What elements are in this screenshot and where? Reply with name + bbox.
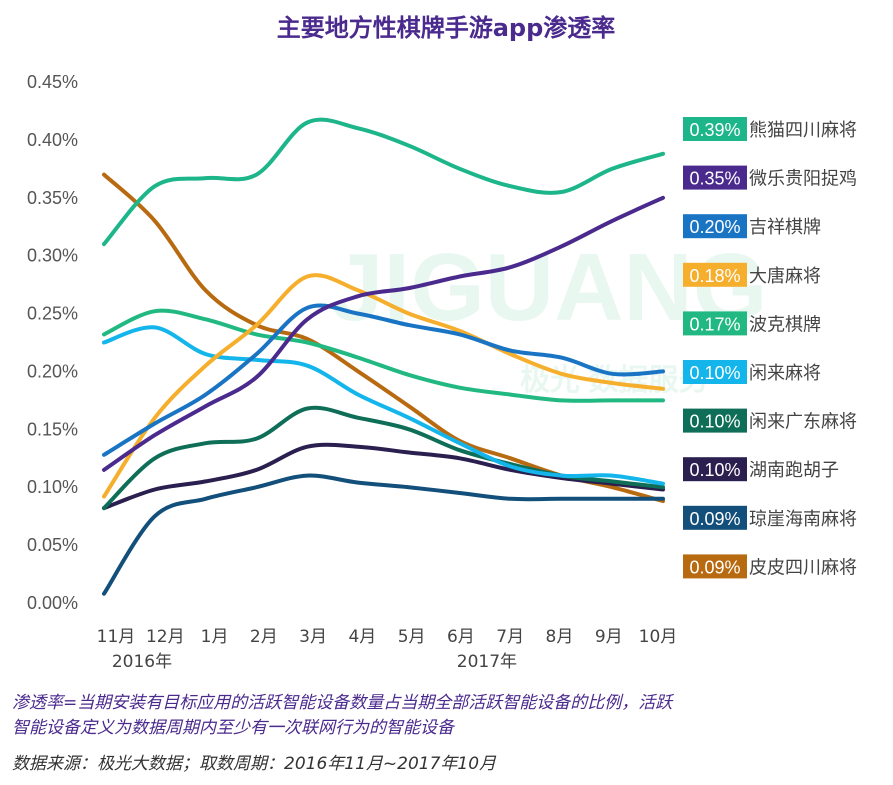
legend-value: 0.10% — [689, 363, 740, 383]
x-tick-label: 11月 — [97, 627, 136, 647]
legend-label: 熊猫四川麻将 — [749, 120, 857, 141]
y-tick-label: 0.15% — [27, 419, 78, 439]
definition-note-line1: 渗透率=当期安装有目标应用的活跃智能设备数量占当期全部活跃智能设备的比例，活跃 — [12, 693, 674, 713]
y-tick-label: 0.10% — [27, 477, 78, 497]
y-tick-label: 0.40% — [27, 130, 78, 150]
y-tick-label: 0.35% — [27, 188, 78, 208]
y-tick-label: 0.20% — [27, 361, 78, 381]
x-tick-label: 12月 — [146, 627, 185, 647]
x-tick-label: 4月 — [348, 627, 376, 647]
x-tick-label: 8月 — [546, 627, 574, 647]
legend-value: 0.39% — [689, 120, 740, 140]
y-tick-label: 0.05% — [27, 535, 78, 555]
legend-value: 0.10% — [689, 460, 740, 480]
legend-label: 湖南跑胡子 — [749, 460, 839, 481]
legend-value: 0.35% — [689, 169, 740, 189]
x-year-label: 2017年 — [457, 652, 517, 672]
legend-label: 皮皮四川麻将 — [749, 557, 857, 578]
x-tick-label: 2月 — [250, 627, 278, 647]
legend-swatch — [683, 214, 747, 239]
legend-label: 吉祥棋牌 — [749, 217, 821, 238]
y-axis: 0.00% 0.05% 0.10% 0.15% 0.20% 0.25% 0.30% 0.35%… — [27, 72, 78, 613]
chart-title: 主要地方性棋牌手游app渗透率 — [277, 14, 616, 42]
legend-swatch — [683, 457, 747, 482]
legend-swatch — [683, 505, 747, 530]
data-source-note: 数据来源：极光大数据；取数周期：2016年11月~2017年10月 — [12, 754, 497, 774]
x-year-label: 2016年 — [112, 652, 172, 672]
y-tick-label: 0.45% — [27, 72, 78, 92]
legend-swatch — [683, 165, 747, 190]
series-line — [102, 405, 665, 511]
legend-value: 0.09% — [689, 557, 740, 577]
legend-swatch — [683, 554, 747, 579]
series-line — [102, 308, 665, 403]
legend-label: 大唐麻将 — [749, 266, 821, 287]
legend-value: 0.18% — [689, 266, 740, 286]
series-line — [102, 325, 665, 486]
y-tick-label: 0.00% — [27, 593, 78, 613]
legend-swatch — [683, 311, 747, 336]
y-tick-label: 0.25% — [27, 304, 78, 324]
legend-swatch — [683, 360, 747, 384]
x-tick-label: 9月 — [595, 627, 623, 647]
y-tick-label: 0.30% — [27, 246, 78, 266]
x-tick-label: 7月 — [496, 627, 524, 647]
legend-value: 0.20% — [689, 217, 740, 237]
definition-note-line2: 智能设备定义为数据周期内至少有一次联网行为的智能设备 — [12, 718, 456, 738]
legend-swatch — [683, 408, 747, 433]
legend-value: 0.10% — [689, 412, 740, 432]
series-line — [102, 303, 665, 457]
series-line — [102, 195, 665, 472]
x-tick-label: 6月 — [447, 627, 475, 647]
legend-label: 微乐贵阳捉鸡 — [749, 169, 857, 190]
legend-label: 波克棋牌 — [749, 314, 821, 335]
legend-label: 闲来麻将 — [749, 363, 821, 384]
x-axis: 11月 12月 1月 2月 3月 4月 5月 6月 7月 8月 9月 10月 2016年 2017年 — [97, 627, 678, 672]
legend-swatch — [683, 262, 747, 287]
series-lines — [102, 117, 665, 596]
legend: 0.39% 熊猫四川麻将 0.35% 微乐贵阳捉鸡 0.20% 吉祥棋牌 0.18% 大唐麻将… — [683, 117, 857, 579]
legend-label: 琼崖海南麻将 — [749, 509, 857, 530]
legend-value: 0.17% — [689, 314, 740, 334]
series-line — [102, 117, 665, 247]
legend-swatch — [683, 117, 747, 141]
series-line — [102, 473, 665, 596]
x-tick-label: 1月 — [201, 627, 229, 647]
x-tick-label: 3月 — [299, 627, 327, 647]
series-line — [102, 442, 665, 511]
x-tick-label: 10月 — [639, 627, 678, 647]
x-tick-label: 5月 — [398, 627, 426, 647]
legend-value: 0.09% — [689, 509, 740, 529]
legend-label: 闲来广东麻将 — [749, 412, 857, 433]
